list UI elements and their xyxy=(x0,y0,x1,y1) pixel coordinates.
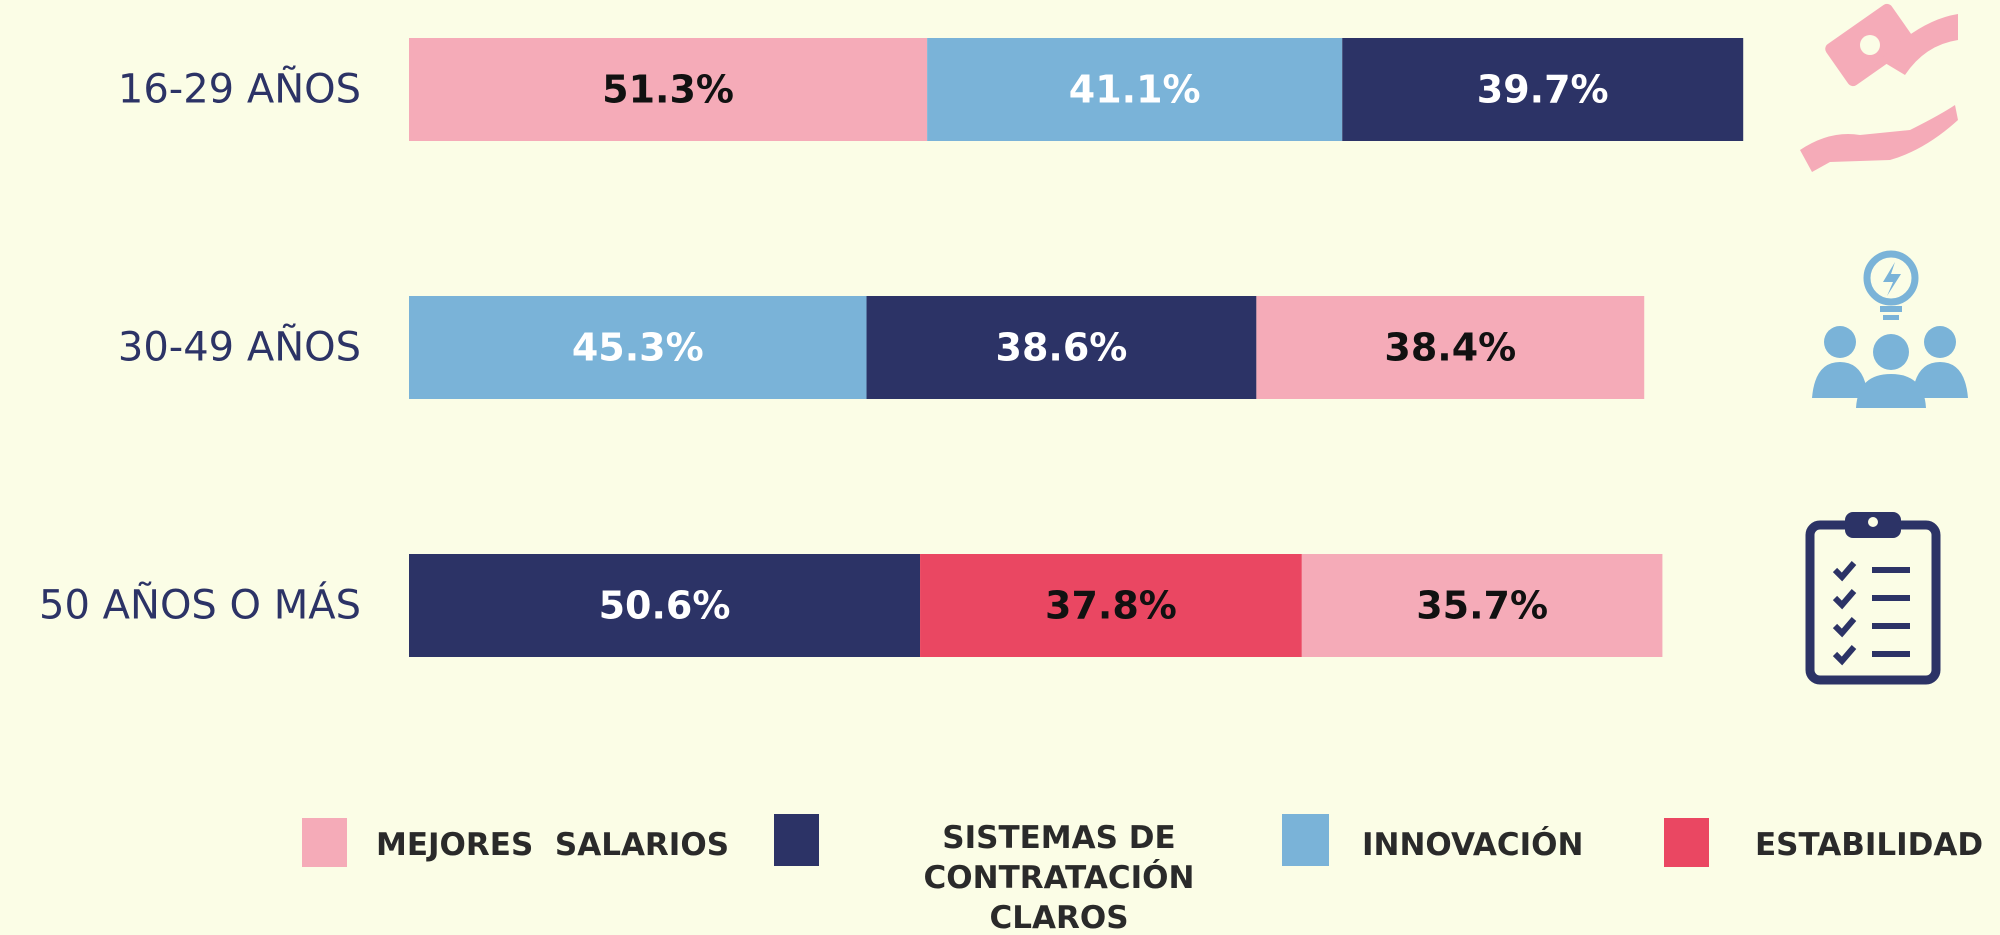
legend-swatch xyxy=(1664,818,1709,867)
row-label: 16-29 AÑOS xyxy=(118,65,361,113)
clipboard-icon xyxy=(1805,512,1941,685)
bar-segment xyxy=(1342,38,1744,141)
legend-swatch xyxy=(302,818,347,867)
value-label: 35.7% xyxy=(1416,584,1548,628)
legend-label: INNOVACIÓN xyxy=(1362,826,1583,863)
value-label: 38.4% xyxy=(1384,326,1516,370)
value-label: 39.7% xyxy=(1477,68,1609,112)
value-label: 51.3% xyxy=(602,68,734,112)
bar-segment xyxy=(409,296,867,399)
bar-segment xyxy=(920,554,1302,657)
value-label: 45.3% xyxy=(572,326,704,370)
value-label: 38.6% xyxy=(996,326,1128,370)
bar-segment xyxy=(927,38,1343,141)
money-hand-icon xyxy=(1800,3,1958,172)
row-label: 30-49 AÑOS xyxy=(118,323,361,371)
value-label: 37.8% xyxy=(1045,584,1177,628)
bar-segment xyxy=(866,296,1257,399)
legend-swatch xyxy=(774,814,819,866)
innovation-icon xyxy=(1812,250,1968,408)
legend-label: SISTEMAS DE CONTRATACIÓN CLAROS xyxy=(923,820,1195,935)
legend-label: ESTABILIDAD xyxy=(1755,827,1983,863)
bar-segment xyxy=(409,38,928,141)
row-label: 50 AÑOS O MÁS xyxy=(39,581,361,629)
bar-segment xyxy=(1256,296,1645,399)
legend-label: MEJORES SALARIOS xyxy=(376,827,729,863)
bar-segment xyxy=(409,554,921,657)
bar-segment xyxy=(1301,554,1663,657)
legend-label-box: SISTEMAS DE CONTRATACIÓN CLAROS xyxy=(923,820,1195,935)
value-label: 41.1% xyxy=(1069,68,1201,112)
value-label: 50.6% xyxy=(599,584,731,628)
legend-swatch xyxy=(1282,814,1329,866)
